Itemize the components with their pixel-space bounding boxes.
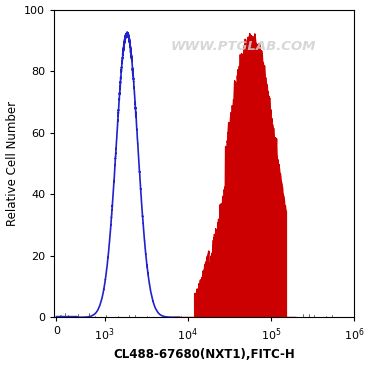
Y-axis label: Relative Cell Number: Relative Cell Number [6,101,18,226]
X-axis label: CL488-67680(NXT1),FITC-H: CL488-67680(NXT1),FITC-H [113,348,295,361]
Text: WWW.PTGLAB.COM: WWW.PTGLAB.COM [171,40,316,53]
